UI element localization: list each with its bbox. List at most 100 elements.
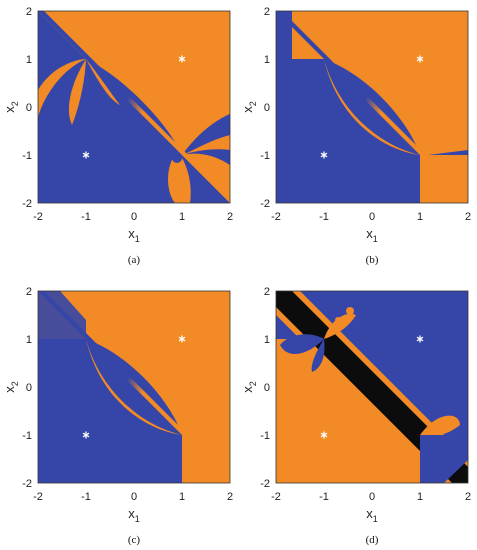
x-tick-label: 0 xyxy=(131,211,137,223)
x-tick-label: -2 xyxy=(33,211,43,223)
y-tick-label: 1 xyxy=(26,54,32,66)
y-tick-label: 0 xyxy=(26,382,32,394)
x-axis-label: x1 xyxy=(366,506,378,524)
y-tick-label: 1 xyxy=(264,54,270,66)
chart-svg-a: 2 1 0 -1 -2 -2 -1 0 1 2 x1 x2 xyxy=(2,6,233,244)
x-tick-label: 1 xyxy=(179,491,185,503)
x-tick-label: 0 xyxy=(131,491,137,503)
panel-caption: (a) xyxy=(127,254,141,266)
star-marker xyxy=(178,335,186,343)
basin-map-b xyxy=(276,11,468,203)
basin-petal-d2 xyxy=(311,339,325,372)
x-tick-label: 2 xyxy=(465,491,471,503)
x-tick-label: -1 xyxy=(81,211,91,223)
x-tick-label: 0 xyxy=(369,491,375,503)
y-tick-label: -2 xyxy=(260,198,270,210)
panel-caption: (b) xyxy=(365,254,379,266)
basin-dot-d1 xyxy=(346,307,354,315)
panel-caption: (c) xyxy=(127,534,141,546)
y-ticks-b: 2 1 0 -1 -2 xyxy=(260,6,270,210)
x-ticks-b: -2 -1 0 1 2 xyxy=(271,211,471,223)
chart-svg-d: 2 1 0 -1 -2 -2 -1 0 1 2 x1 x2 xyxy=(240,286,471,524)
star-marker xyxy=(320,431,328,439)
y-ticks-a: 2 1 0 -1 -2 xyxy=(22,6,32,210)
x-tick-label: 2 xyxy=(465,211,471,223)
x-tick-label: 2 xyxy=(227,491,233,503)
basin-petal-a4 xyxy=(168,158,191,203)
x-tick-label: -2 xyxy=(271,211,281,223)
star-marker xyxy=(82,431,90,439)
y-tick-label: 0 xyxy=(26,102,32,114)
basin-diagonal-c xyxy=(38,291,230,483)
x-ticks-c: -2 -1 0 1 2 xyxy=(33,491,233,503)
y-axis-label: x2 xyxy=(240,101,258,113)
x-axis-label: x1 xyxy=(366,226,378,244)
basin-region-lr-d xyxy=(420,435,468,483)
star-marker xyxy=(416,335,424,343)
plot-frame-c xyxy=(37,290,231,484)
y-tick-label: 0 xyxy=(264,382,270,394)
basin-petal-a2 xyxy=(68,59,86,125)
x-tick-label: 1 xyxy=(179,211,185,223)
y-tick-label: -2 xyxy=(22,198,32,210)
basin-region-ll-d xyxy=(276,339,420,483)
y-tick-label: 1 xyxy=(26,334,32,346)
x-tick-label: -1 xyxy=(319,211,329,223)
x-tick-label: -1 xyxy=(81,491,91,503)
chart-panel-a: 2 1 0 -1 -2 -2 -1 0 1 2 x1 x2 (a) xyxy=(0,0,235,270)
x-tick-label: -2 xyxy=(271,491,281,503)
basin-sliver-c xyxy=(98,378,118,408)
plot-frame-a xyxy=(37,10,231,204)
x-ticks-a: -2 -1 0 1 2 xyxy=(33,211,233,223)
star-marker xyxy=(82,151,90,159)
basin-petal-d1 xyxy=(280,334,324,354)
y-tick-label: -1 xyxy=(22,150,32,162)
star-marker xyxy=(178,55,186,63)
y-tick-label: 2 xyxy=(264,286,270,298)
x-ticks-d: -2 -1 0 1 2 xyxy=(271,491,471,503)
basin-dot-a1 xyxy=(89,50,99,60)
basin-petal-a5 xyxy=(182,114,230,155)
basin-dot-a2 xyxy=(172,153,182,163)
y-tick-label: 0 xyxy=(264,102,270,114)
chart-panel-b: 2 1 0 -1 -2 -2 -1 0 1 2 x1 x2 (b) xyxy=(238,0,473,270)
plot-frame-b xyxy=(275,10,469,204)
chart-svg-c: 2 1 0 -1 -2 -2 -1 0 1 2 x1 x2 xyxy=(2,286,233,524)
basin-petal-a3 xyxy=(86,59,120,105)
y-tick-label: 1 xyxy=(264,334,270,346)
basin-petal-a1 xyxy=(38,59,86,118)
plot-frame-d xyxy=(275,290,469,484)
y-tick-label: -2 xyxy=(22,478,32,490)
star-marker xyxy=(416,55,424,63)
y-tick-label: -2 xyxy=(260,478,270,490)
x-tick-label: 2 xyxy=(227,211,233,223)
x-tick-label: 1 xyxy=(417,491,423,503)
basin-band-end-d xyxy=(452,467,468,483)
star-marker xyxy=(320,151,328,159)
basin-petal-a6 xyxy=(182,149,230,165)
x-tick-label: 0 xyxy=(369,211,375,223)
x-tick-label: -1 xyxy=(319,491,329,503)
y-ticks-c: 2 1 0 -1 -2 xyxy=(22,286,32,490)
basin-dot-d2 xyxy=(335,317,341,323)
chart-svg-b: 2 1 0 -1 -2 -2 -1 0 1 2 x1 x2 xyxy=(240,6,471,244)
basin-map-c xyxy=(38,291,230,483)
y-tick-label: 2 xyxy=(264,6,270,18)
y-tick-label: -1 xyxy=(260,150,270,162)
x-axis-label: x1 xyxy=(128,506,140,524)
x-tick-label: 1 xyxy=(417,211,423,223)
basin-diagonal-b xyxy=(276,11,468,203)
basin-petal-d3 xyxy=(324,313,356,339)
panel-caption: (d) xyxy=(365,534,379,546)
y-tick-label: -1 xyxy=(22,430,32,442)
chart-panel-d: 2 1 0 -1 -2 -2 -1 0 1 2 x1 x2 (d) xyxy=(238,280,473,550)
y-tick-label: 2 xyxy=(26,286,32,298)
y-axis-label: x2 xyxy=(2,101,20,113)
y-axis-label: x2 xyxy=(240,381,258,393)
basin-petal-d4 xyxy=(420,415,460,437)
basin-map-d xyxy=(276,291,468,483)
y-tick-label: 2 xyxy=(26,6,32,18)
chart-panel-c: 2 1 0 -1 -2 -2 -1 0 1 2 x1 x2 (c) xyxy=(0,280,235,550)
basin-strip-b2 xyxy=(428,150,468,155)
y-tick-label: -1 xyxy=(260,430,270,442)
